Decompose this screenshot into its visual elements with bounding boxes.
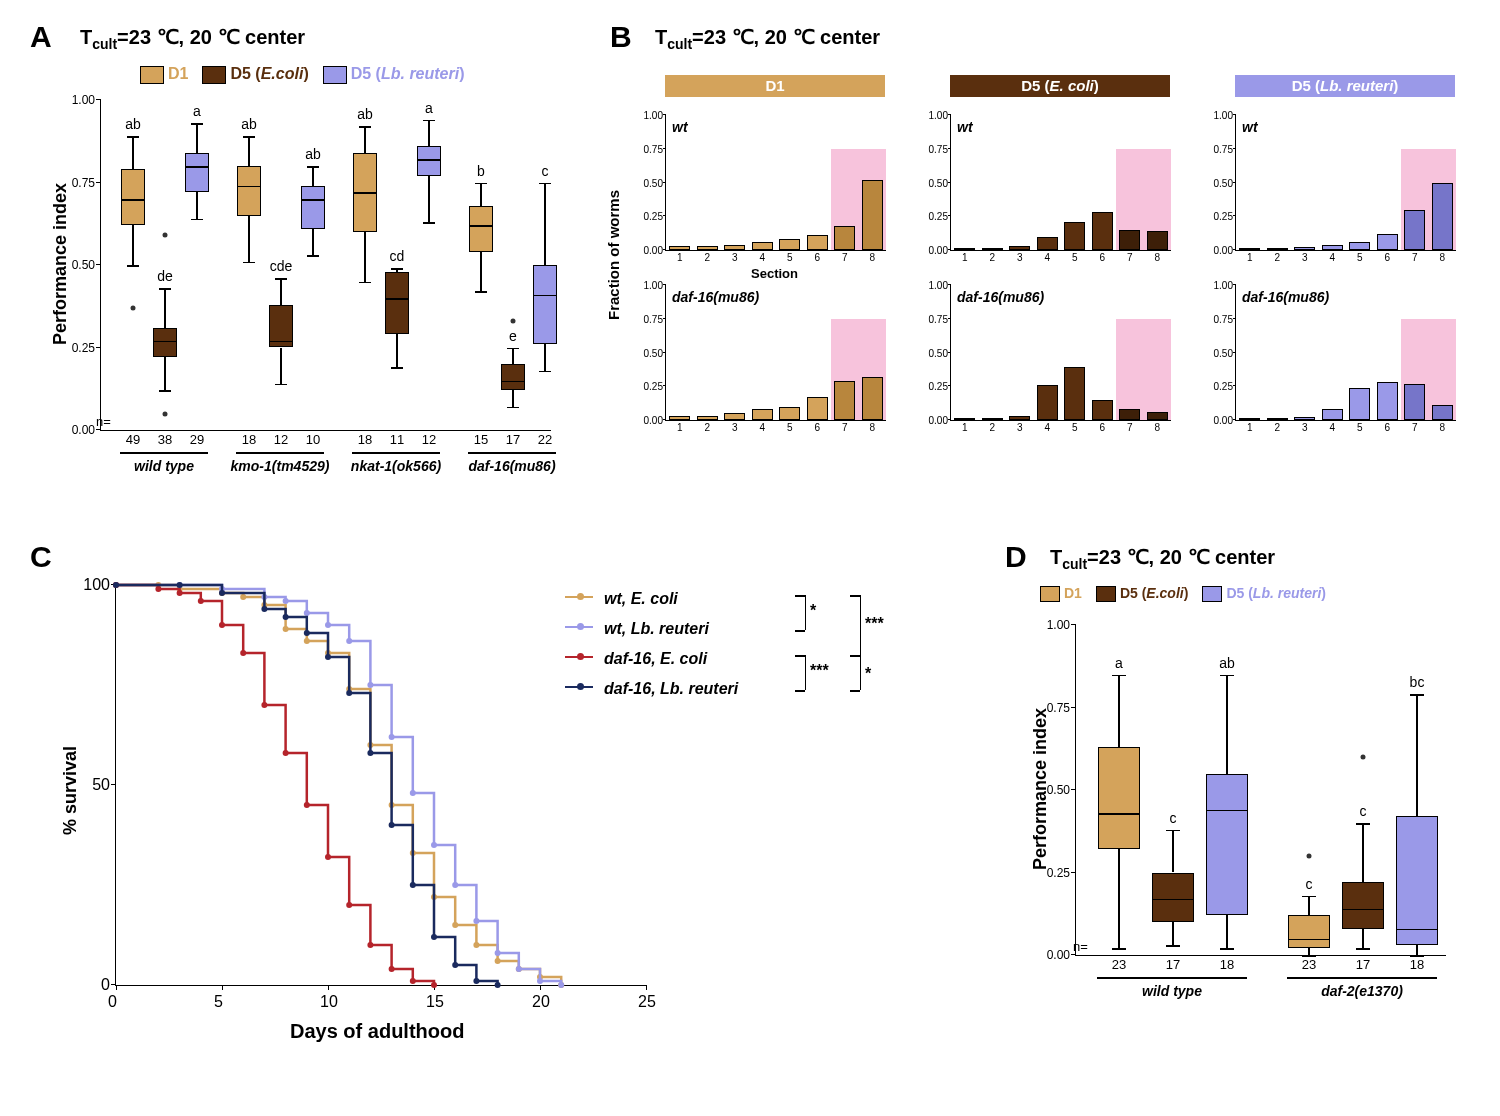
svg-point-46 [304,802,310,808]
svg-point-52 [431,982,437,988]
svg-point-35 [516,966,522,972]
svg-point-58 [304,630,310,636]
svg-point-4 [240,594,246,600]
svg-point-33 [473,918,479,924]
svg-point-26 [325,622,331,628]
svg-point-39 [155,586,161,592]
svg-point-43 [240,650,246,656]
svg-point-67 [495,982,501,988]
svg-point-30 [410,790,416,796]
svg-point-25 [304,610,310,616]
svg-point-62 [389,822,395,828]
svg-point-16 [495,958,501,964]
svg-point-56 [261,606,267,612]
svg-point-41 [198,598,204,604]
svg-point-55 [219,590,225,596]
svg-point-64 [431,934,437,940]
svg-point-49 [367,942,373,948]
svg-point-47 [325,854,331,860]
svg-point-59 [325,654,331,660]
svg-point-54 [177,582,183,588]
svg-point-7 [304,638,310,644]
svg-point-34 [495,950,501,956]
svg-point-60 [346,690,352,696]
svg-point-57 [283,614,289,620]
svg-point-51 [410,978,416,984]
svg-point-44 [261,702,267,708]
svg-point-31 [431,842,437,848]
svg-point-15 [473,942,479,948]
svg-point-66 [473,978,479,984]
svg-point-36 [537,978,543,984]
svg-point-63 [410,882,416,888]
svg-point-37 [558,982,564,988]
svg-point-6 [283,626,289,632]
svg-point-45 [283,750,289,756]
svg-point-50 [389,966,395,972]
svg-point-27 [346,638,352,644]
svg-point-40 [177,590,183,596]
svg-point-29 [389,734,395,740]
svg-point-42 [219,622,225,628]
svg-point-14 [452,922,458,928]
svg-point-53 [113,582,119,588]
svg-point-32 [452,882,458,888]
svg-point-24 [283,598,289,604]
svg-point-61 [367,750,373,756]
svg-point-28 [367,682,373,688]
svg-point-48 [346,902,352,908]
svg-point-65 [452,962,458,968]
